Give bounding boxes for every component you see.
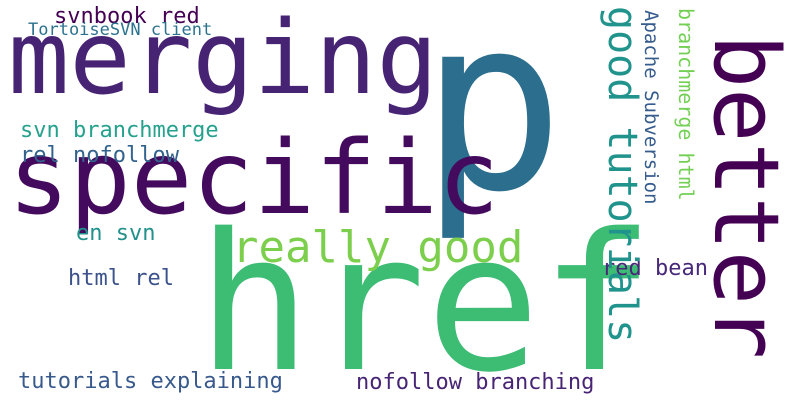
word-better: better <box>700 34 790 359</box>
word-good-tutorials: good tutorials <box>602 6 642 343</box>
word-html-rel: html rel <box>68 268 174 290</box>
word-nofollow-branching: nofollow branching <box>356 372 594 394</box>
word-svn-branchmerge: svn branchmerge <box>20 120 219 142</box>
word-rel-nofollow: rel nofollow <box>20 145 179 167</box>
word-tortoisesvn-client: TortoiseSVN client <box>28 22 212 39</box>
word-apache-subversion: Apache Subversion <box>641 10 660 204</box>
word-en-svn: en svn <box>76 223 155 245</box>
word-really-good: really good <box>232 226 523 270</box>
word-tutorials-explaining: tutorials explaining <box>18 371 283 393</box>
word-branchmerge-html: branchmerge html <box>676 8 696 201</box>
